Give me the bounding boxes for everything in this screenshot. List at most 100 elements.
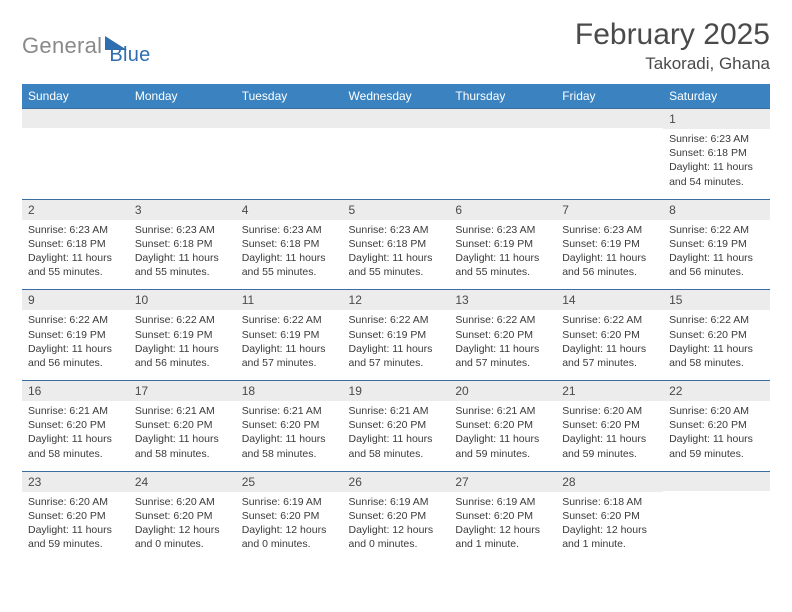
- day-cell: 6Sunrise: 6:23 AMSunset: 6:19 PMDaylight…: [449, 199, 556, 290]
- logo-text-gray: General: [22, 33, 102, 59]
- day-cell: [129, 109, 236, 200]
- day-cell: [236, 109, 343, 200]
- daylight-text: Daylight: 11 hours and 58 minutes.: [135, 432, 230, 460]
- sunset-text: Sunset: 6:20 PM: [242, 418, 337, 432]
- day-cell: 11Sunrise: 6:22 AMSunset: 6:19 PMDayligh…: [236, 290, 343, 381]
- day-number: 7: [556, 200, 663, 220]
- day-details: Sunrise: 6:20 AMSunset: 6:20 PMDaylight:…: [556, 401, 663, 471]
- day-details: Sunrise: 6:23 AMSunset: 6:18 PMDaylight:…: [129, 220, 236, 290]
- sunset-text: Sunset: 6:20 PM: [562, 328, 657, 342]
- sunset-text: Sunset: 6:18 PM: [242, 237, 337, 251]
- daylight-text: Daylight: 11 hours and 59 minutes.: [562, 432, 657, 460]
- day-cell: 4Sunrise: 6:23 AMSunset: 6:18 PMDaylight…: [236, 199, 343, 290]
- day-details: Sunrise: 6:23 AMSunset: 6:18 PMDaylight:…: [343, 220, 450, 290]
- day-cell: [343, 109, 450, 200]
- day-cell: 21Sunrise: 6:20 AMSunset: 6:20 PMDayligh…: [556, 381, 663, 472]
- day-cell: 1 Sunrise: 6:23 AMSunset: 6:18 PMDaylight…: [663, 109, 770, 200]
- month-title: February 2025: [575, 18, 770, 52]
- day-number: 11: [236, 290, 343, 310]
- day-cell: 2Sunrise: 6:23 AMSunset: 6:18 PMDaylight…: [22, 199, 129, 290]
- day-number: [449, 109, 556, 128]
- day-cell: 9Sunrise: 6:22 AMSunset: 6:19 PMDaylight…: [22, 290, 129, 381]
- day-number: 25: [236, 472, 343, 492]
- sunrise-text: Sunrise: 6:22 AM: [28, 313, 123, 327]
- logo: General Blue: [22, 24, 151, 67]
- day-details: Sunrise: 6:22 AMSunset: 6:19 PMDaylight:…: [343, 310, 450, 380]
- day-number: 9: [22, 290, 129, 310]
- day-details: Sunrise: 6:21 AMSunset: 6:20 PMDaylight:…: [236, 401, 343, 471]
- sunset-text: Sunset: 6:20 PM: [135, 509, 230, 523]
- location: Takoradi, Ghana: [575, 54, 770, 74]
- sunrise-text: Sunrise: 6:21 AM: [455, 404, 550, 418]
- day-details: Sunrise: 6:22 AMSunset: 6:20 PMDaylight:…: [663, 310, 770, 380]
- title-block: February 2025 Takoradi, Ghana: [575, 18, 770, 74]
- sunrise-text: Sunrise: 6:21 AM: [242, 404, 337, 418]
- daylight-text: Daylight: 12 hours and 0 minutes.: [349, 523, 444, 551]
- daylight-text: Daylight: 11 hours and 59 minutes.: [28, 523, 123, 551]
- day-cell: 5Sunrise: 6:23 AMSunset: 6:18 PMDaylight…: [343, 199, 450, 290]
- day-number: 15: [663, 290, 770, 310]
- day-number: 2: [22, 200, 129, 220]
- sunrise-text: Sunrise: 6:23 AM: [455, 223, 550, 237]
- day-cell: 13Sunrise: 6:22 AMSunset: 6:20 PMDayligh…: [449, 290, 556, 381]
- sunset-text: Sunset: 6:20 PM: [455, 418, 550, 432]
- daylight-text: Daylight: 12 hours and 1 minute.: [562, 523, 657, 551]
- day-number: 23: [22, 472, 129, 492]
- day-details: Sunrise: 6:20 AMSunset: 6:20 PMDaylight:…: [663, 401, 770, 471]
- sunrise-text: Sunrise: 6:22 AM: [669, 313, 764, 327]
- daylight-text: Daylight: 11 hours and 58 minutes.: [669, 342, 764, 370]
- day-details: Sunrise: 6:18 AMSunset: 6:20 PMDaylight:…: [556, 492, 663, 562]
- sunrise-text: Sunrise: 6:21 AM: [135, 404, 230, 418]
- sunrise-text: Sunrise: 6:22 AM: [669, 223, 764, 237]
- day-cell: 20Sunrise: 6:21 AMSunset: 6:20 PMDayligh…: [449, 381, 556, 472]
- day-details: Sunrise: 6:20 AMSunset: 6:20 PMDaylight:…: [22, 492, 129, 562]
- day-cell: 26Sunrise: 6:19 AMSunset: 6:20 PMDayligh…: [343, 471, 450, 561]
- day-details: Sunrise: 6:22 AMSunset: 6:19 PMDaylight:…: [236, 310, 343, 380]
- day-cell: 17Sunrise: 6:21 AMSunset: 6:20 PMDayligh…: [129, 381, 236, 472]
- sunset-text: Sunset: 6:20 PM: [349, 509, 444, 523]
- day-cell: [22, 109, 129, 200]
- sunset-text: Sunset: 6:20 PM: [669, 328, 764, 342]
- day-number: 22: [663, 381, 770, 401]
- daylight-text: Daylight: 11 hours and 55 minutes.: [28, 251, 123, 279]
- day-number: [129, 109, 236, 128]
- day-details: [343, 128, 450, 190]
- daylight-text: Daylight: 11 hours and 54 minutes.: [669, 160, 764, 188]
- day-number: 18: [236, 381, 343, 401]
- day-cell: 8Sunrise: 6:22 AMSunset: 6:19 PMDaylight…: [663, 199, 770, 290]
- day-cell: [449, 109, 556, 200]
- day-number: [663, 472, 770, 491]
- sunrise-text: Sunrise: 6:23 AM: [242, 223, 337, 237]
- sunset-text: Sunset: 6:20 PM: [28, 418, 123, 432]
- sunset-text: Sunset: 6:19 PM: [242, 328, 337, 342]
- day-header: Friday: [556, 84, 663, 109]
- sunrise-text: Sunrise: 6:23 AM: [669, 132, 764, 146]
- day-number: 5: [343, 200, 450, 220]
- sunrise-text: Sunrise: 6:21 AM: [28, 404, 123, 418]
- day-number: 10: [129, 290, 236, 310]
- sunset-text: Sunset: 6:18 PM: [669, 146, 764, 160]
- day-number: 1: [663, 109, 770, 129]
- day-details: Sunrise: 6:23 AMSunset: 6:18 PMDaylight:…: [236, 220, 343, 290]
- day-details: Sunrise: 6:19 AMSunset: 6:20 PMDaylight:…: [343, 492, 450, 562]
- day-details: Sunrise: 6:21 AMSunset: 6:20 PMDaylight:…: [22, 401, 129, 471]
- day-details: Sunrise: 6:22 AMSunset: 6:19 PMDaylight:…: [663, 220, 770, 290]
- sunset-text: Sunset: 6:18 PM: [28, 237, 123, 251]
- day-details: [663, 491, 770, 553]
- sunset-text: Sunset: 6:20 PM: [135, 418, 230, 432]
- day-details: [236, 128, 343, 190]
- day-number: 3: [129, 200, 236, 220]
- sunrise-text: Sunrise: 6:22 AM: [562, 313, 657, 327]
- daylight-text: Daylight: 11 hours and 57 minutes.: [242, 342, 337, 370]
- daylight-text: Daylight: 11 hours and 56 minutes.: [28, 342, 123, 370]
- day-number: 14: [556, 290, 663, 310]
- day-details: [449, 128, 556, 190]
- week-row: 1 Sunrise: 6:23 AMSunset: 6:18 PMDaylight…: [22, 109, 770, 200]
- day-number: [236, 109, 343, 128]
- daylight-text: Daylight: 11 hours and 56 minutes.: [669, 251, 764, 279]
- daylight-text: Daylight: 11 hours and 57 minutes.: [349, 342, 444, 370]
- sunset-text: Sunset: 6:19 PM: [455, 237, 550, 251]
- sunset-text: Sunset: 6:20 PM: [349, 418, 444, 432]
- sunrise-text: Sunrise: 6:20 AM: [135, 495, 230, 509]
- day-details: Sunrise: 6:20 AMSunset: 6:20 PMDaylight:…: [129, 492, 236, 562]
